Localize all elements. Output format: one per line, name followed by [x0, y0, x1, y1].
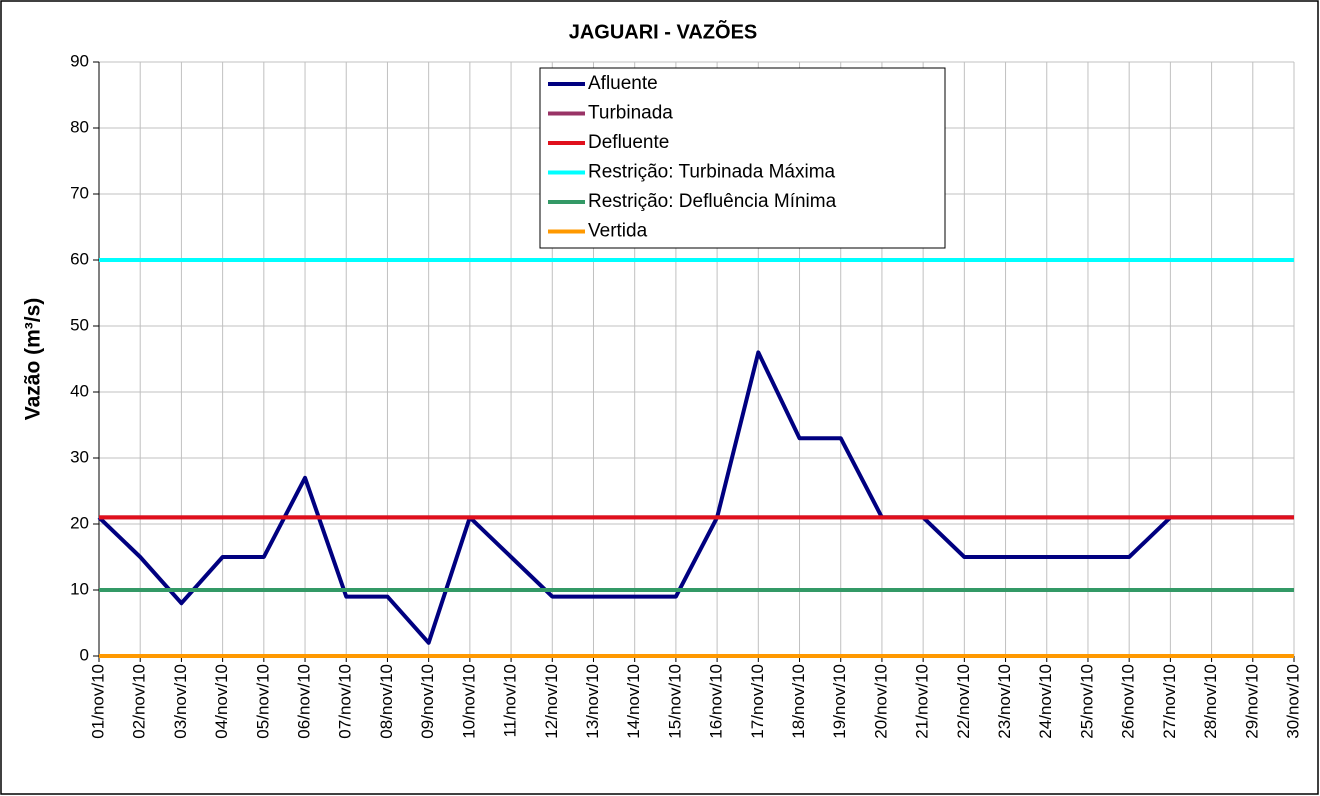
x-tick-label: 22/nov/10 [954, 664, 973, 739]
x-tick-label: 24/nov/10 [1036, 664, 1055, 739]
legend-label: Afluente [588, 73, 658, 94]
legend-label: Restrição: Turbinada Máxima [588, 162, 836, 183]
y-tick-label: 30 [70, 447, 89, 466]
x-tick-label: 18/nov/10 [789, 664, 808, 739]
x-tick-label: 16/nov/10 [707, 664, 726, 739]
y-tick-label: 10 [70, 579, 89, 598]
x-tick-label: 11/nov/10 [501, 664, 520, 737]
x-tick-label: 21/nov/10 [913, 664, 932, 739]
x-tick-label: 02/nov/10 [130, 664, 149, 739]
x-tick-label: 17/nov/10 [748, 664, 767, 739]
x-tick-label: 29/nov/10 [1242, 664, 1261, 739]
legend-box [539, 67, 946, 249]
legend-label: Restrição: Defluência Mínima [588, 191, 837, 212]
y-tick-label: 70 [70, 183, 89, 202]
x-tick-label: 15/nov/10 [665, 664, 684, 739]
x-tick-label: 12/nov/10 [542, 664, 561, 739]
legend-label: Turbinada [588, 103, 673, 124]
x-tick-label: 14/nov/10 [624, 664, 643, 739]
x-tick-label: 25/nov/10 [1077, 664, 1096, 739]
x-tick-label: 04/nov/10 [212, 664, 231, 739]
y-tick-label: 20 [70, 513, 89, 532]
x-tick-label: 06/nov/10 [295, 664, 314, 739]
y-axis-label: Vazão (m³/s) [22, 298, 45, 421]
x-tick-label: 30/nov/10 [1283, 664, 1302, 739]
y-tick-label: 50 [70, 315, 89, 334]
y-tick-label: 40 [70, 381, 89, 400]
x-tick-label: 23/nov/10 [995, 664, 1014, 739]
series-line [97, 350, 1294, 645]
x-tick-label: 19/nov/10 [830, 664, 849, 739]
x-tick-label: 27/nov/10 [1160, 664, 1179, 739]
y-tick-label: 0 [80, 645, 89, 664]
y-tick-label: 80 [70, 117, 89, 136]
legend-label: Defluente [588, 132, 669, 153]
y-tick-label: 60 [70, 249, 89, 268]
x-tick-label: 13/nov/10 [583, 664, 602, 739]
x-tick-label: 03/nov/10 [171, 664, 190, 739]
x-tick-label: 07/nov/10 [336, 664, 355, 739]
x-tick-label: 20/nov/10 [871, 664, 890, 739]
y-tick-label: 90 [70, 51, 89, 70]
x-tick-label: 28/nov/10 [1201, 664, 1220, 739]
chart-title: JAGUARI - VAZÕES [569, 19, 758, 43]
legend-label: Vertida [588, 221, 648, 242]
x-tick-label: 08/nov/10 [377, 664, 396, 739]
x-tick-label: 09/nov/10 [418, 664, 437, 739]
x-tick-label: 01/nov/10 [88, 664, 107, 739]
x-tick-label: 05/nov/10 [253, 664, 272, 739]
x-tick-label: 26/nov/10 [1119, 664, 1138, 739]
x-tick-label: 10/nov/10 [459, 664, 478, 739]
